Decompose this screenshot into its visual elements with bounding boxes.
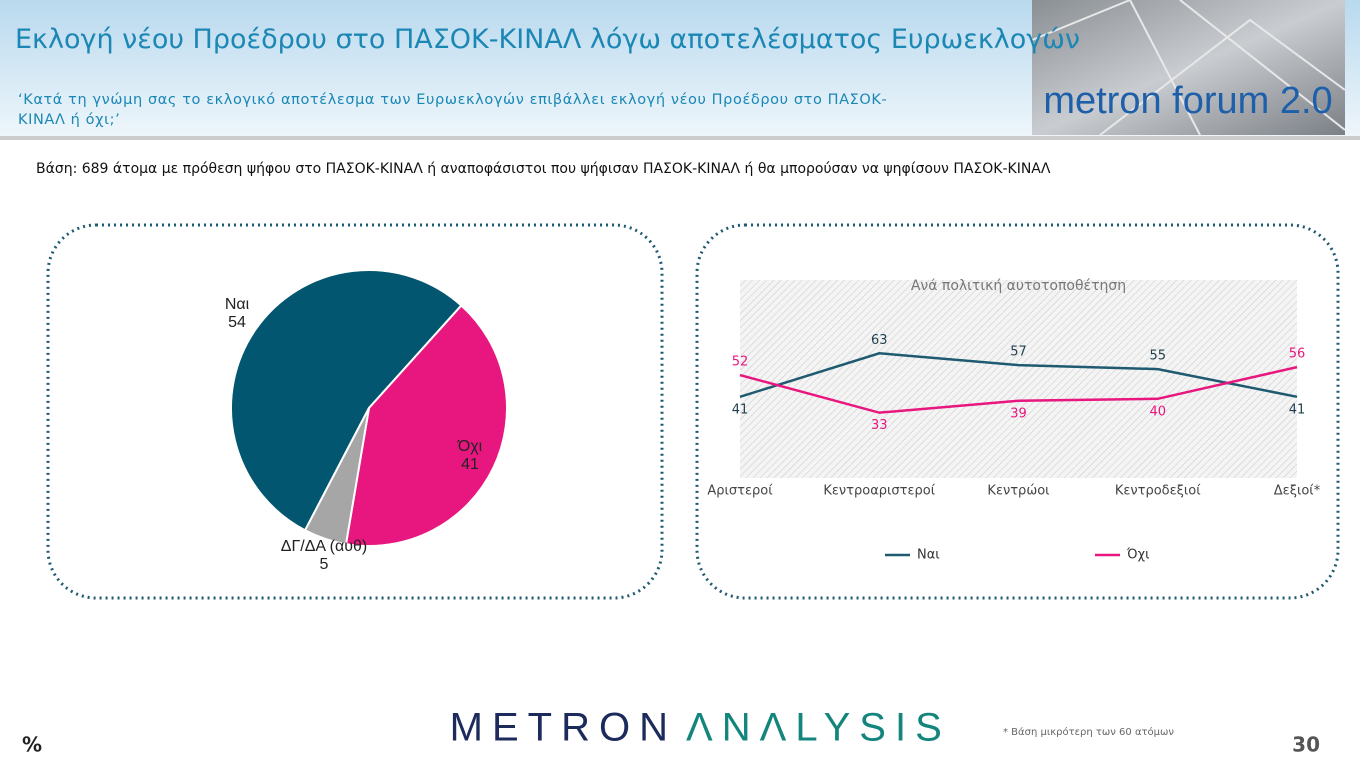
legend-label: Όχι xyxy=(1126,548,1149,563)
x-tick-label: Κεντρώοι xyxy=(987,484,1049,499)
pie-frame xyxy=(46,223,664,600)
pie-slice xyxy=(230,269,463,532)
series-line xyxy=(739,365,1298,414)
pie-label-name: ΔΓ/ΔΑ (αυθ) xyxy=(281,538,367,555)
slide-title: Εκλογή νέου Προέδρου στο ΠΑΣΟΚ-ΚΙΝΑΛ λόγ… xyxy=(15,24,1080,55)
x-tick-label: Κεντροδεξιοί xyxy=(1115,484,1201,499)
data-label: 39 xyxy=(1010,406,1027,421)
data-label: 40 xyxy=(1149,404,1166,419)
header-image-lines xyxy=(1031,0,1346,136)
pie-label-value: 5 xyxy=(320,556,329,573)
footnote: * Βάση μικρότερη των 60 ατόμων xyxy=(1003,726,1174,738)
data-label: 63 xyxy=(871,333,888,348)
brand-right: ΛNΛLYSIS xyxy=(686,706,951,750)
series-line xyxy=(739,351,1298,399)
pie-slice xyxy=(344,304,508,547)
x-tick-label: Αριστεροί xyxy=(707,484,773,499)
data-label: 41 xyxy=(732,402,749,417)
data-label: 52 xyxy=(732,355,749,370)
data-label: 56 xyxy=(1289,347,1306,362)
slide-question: ‘Κατά τη γνώμη σας το εκλογικό αποτέλεσμ… xyxy=(18,92,887,128)
pie-label-value: 41 xyxy=(461,456,479,473)
data-label: 33 xyxy=(871,418,888,433)
page-number: 30 xyxy=(1292,733,1320,757)
data-label: 55 xyxy=(1149,349,1166,364)
brand-left: METRON xyxy=(450,706,677,750)
legend-label: Ναι xyxy=(917,548,940,563)
forum-logo: metron forum 2.0 xyxy=(1043,80,1332,122)
header-shadow xyxy=(0,136,1360,140)
x-tick-label: Κεντροαριστεροί xyxy=(823,484,935,499)
data-label: 57 xyxy=(1010,345,1027,360)
pie-label-value: 54 xyxy=(228,314,246,331)
pie-label-name: Όχι xyxy=(457,438,483,455)
x-tick-label: Δεξιοί* xyxy=(1274,484,1321,499)
unit-label: % xyxy=(22,733,42,757)
line-chart-title: Ανά πολιτική αυτοτοποθέτηση xyxy=(911,278,1126,294)
pie-slice xyxy=(303,407,370,546)
pie-label-name: Ναι xyxy=(225,296,250,313)
data-label: 41 xyxy=(1289,402,1306,417)
base-note: Βάση: 689 άτομα με πρόθεση ψήφου στο ΠΑΣ… xyxy=(36,161,1051,177)
